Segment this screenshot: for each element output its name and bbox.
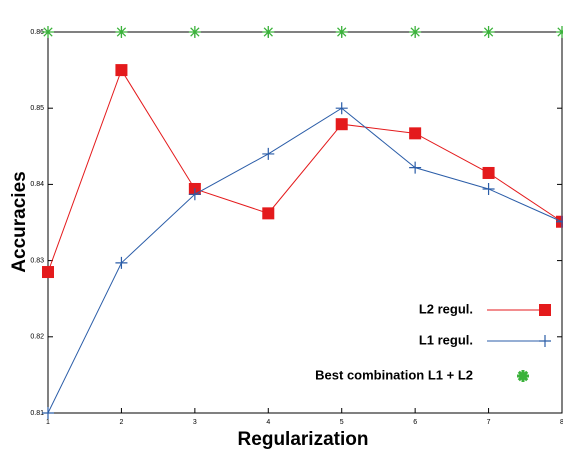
x-tick-label: 4 xyxy=(266,419,270,426)
plus-marker xyxy=(482,182,495,195)
square-marker xyxy=(115,64,128,77)
x-tick-label: 1 xyxy=(46,419,50,426)
plot-frame xyxy=(47,31,563,414)
x-axis-title: Regularization xyxy=(238,429,369,450)
square-marker xyxy=(539,304,551,316)
plus-marker xyxy=(42,407,54,419)
square-marker xyxy=(482,166,495,179)
asterisk-marker xyxy=(42,26,54,38)
x-tick-label: 7 xyxy=(487,419,491,426)
legend-label: Best combination L1 + L2 xyxy=(315,367,473,382)
y-tick-label: 0.82 xyxy=(30,334,44,341)
asterisk-marker xyxy=(482,26,495,38)
y-tick-label: 0.83 xyxy=(30,257,44,264)
y-tick-label: 0.85 xyxy=(30,105,44,112)
plus-marker xyxy=(262,147,275,160)
square-marker xyxy=(335,118,348,131)
plus-marker xyxy=(188,188,201,201)
asterisk-marker xyxy=(409,26,422,38)
square-marker xyxy=(409,127,422,140)
legend-label: L1 regul. xyxy=(419,332,473,347)
series-line xyxy=(47,68,563,273)
asterisk-marker xyxy=(556,26,563,38)
plus-marker xyxy=(539,335,551,347)
plus-marker xyxy=(335,102,348,115)
legend-label: L2 regul. xyxy=(419,301,473,316)
asterisk-marker xyxy=(517,370,529,382)
plus-marker xyxy=(115,256,128,269)
asterisk-marker xyxy=(262,26,275,38)
y-tick-label: 0.84 xyxy=(30,181,44,188)
x-tick-label: 6 xyxy=(413,419,417,426)
asterisk-marker xyxy=(335,26,348,38)
x-tick-label: 8 xyxy=(560,419,563,426)
x-tick-label: 2 xyxy=(119,419,123,426)
square-marker xyxy=(42,266,54,279)
x-tick-label: 3 xyxy=(193,419,197,426)
asterisk-marker xyxy=(188,26,201,38)
y-tick-label: 0.86 xyxy=(30,29,44,36)
x-tick-label: 5 xyxy=(340,419,344,426)
y-axis-title: Accuracies xyxy=(9,171,30,272)
plus-marker xyxy=(409,161,422,174)
square-marker xyxy=(262,207,275,220)
asterisk-marker xyxy=(115,26,128,38)
series-line xyxy=(47,107,563,414)
y-tick-label: 0.81 xyxy=(30,410,44,417)
plus-marker xyxy=(556,215,563,228)
